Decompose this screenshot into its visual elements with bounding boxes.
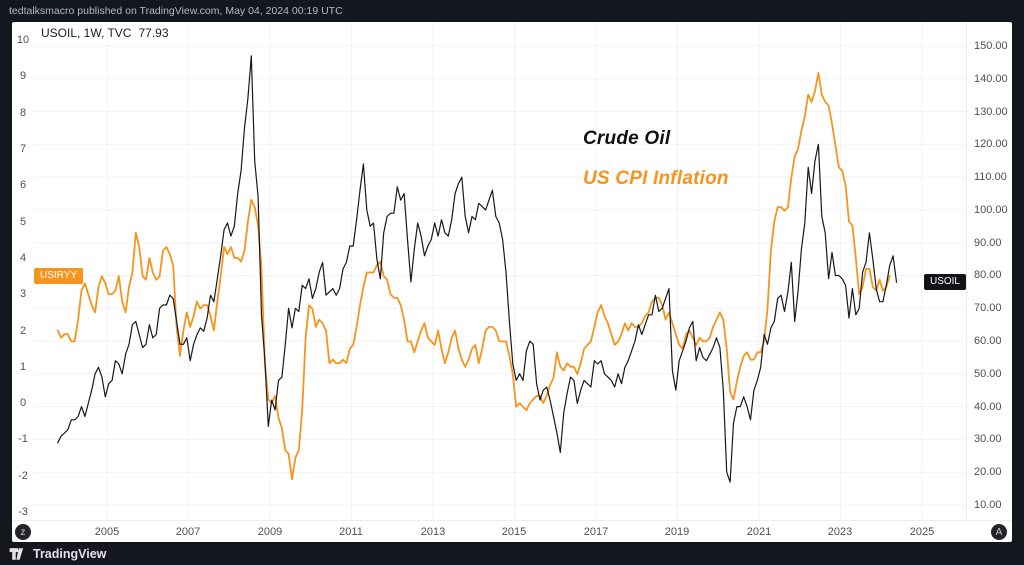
right-axis-tick-label: 20.00	[974, 466, 1002, 478]
symbol-title[interactable]: USOIL, 1W, TVC 77.93	[41, 26, 169, 40]
right-price-scale[interactable]: 10.00 20.00 30.00 40.00 50.00 60.00 70.00 80.00…	[966, 22, 1012, 520]
time-axis-tick-label: 2017	[583, 526, 609, 538]
time-scale[interactable]: z A 2005 2007 2009 2011 2013 2015 2017 2019 2021…	[12, 520, 1012, 542]
crude-oil-line	[57, 55, 898, 483]
right-axis-tick-label: 60.00	[974, 335, 1002, 347]
usiryy-price-label: USIRYY	[34, 268, 84, 284]
left-axis-tick-label: 7	[19, 143, 27, 155]
time-axis-tick-label: 2005	[94, 526, 120, 538]
right-axis-tick-label: 120.00	[974, 138, 1008, 150]
left-axis-tick-label: 1	[19, 361, 27, 373]
usoil-price-label: USOIL	[923, 274, 966, 290]
left-axis-tick-label: 4	[19, 252, 27, 264]
chart-canvas	[34, 22, 966, 520]
right-axis-tick-label: 100.00	[974, 204, 1008, 216]
right-axis-tick-label: 30.00	[974, 433, 1002, 445]
left-axis-tick-label: -1	[18, 433, 28, 445]
attribution-bar: tedtalksmacro published on TradingView.c…	[0, 0, 1024, 22]
time-axis-tick-label: 2019	[664, 526, 690, 538]
time-axis-tick-label: 2013	[420, 526, 446, 538]
left-axis-tick-label: 0	[19, 397, 27, 409]
right-axis-tick-label: 10.00	[974, 499, 1002, 511]
right-axis-tick-label: 40.00	[974, 401, 1002, 413]
plot-area[interactable]: USOIL, 1W, TVC 77.93 Crude Oil US CPI In…	[34, 22, 966, 520]
time-axis-tick-label: 2007	[175, 526, 201, 538]
left-axis-tick-label: 2	[19, 325, 27, 337]
right-axis-tick-label: 70.00	[974, 302, 1002, 314]
us-cpi-inflation-line	[56, 71, 891, 481]
time-axis-tick-label: 2021	[746, 526, 772, 538]
chart-panel: -3 -2 -1 0 1 2 3 4 5 6 7 8 9 10 USOIL, 1W, TVC 77.93 …	[12, 22, 1012, 542]
right-axis-tick-label: 90.00	[974, 237, 1002, 249]
left-axis-tick-label: -3	[18, 506, 28, 518]
footer-bar: TradingView	[0, 542, 1024, 565]
annotation-crude-oil[interactable]: Crude Oil	[583, 128, 671, 149]
left-axis-tick-label: 9	[19, 70, 27, 82]
symbol-text: USOIL, 1W, TVC	[41, 26, 132, 40]
left-axis-tick-label: 5	[19, 216, 27, 228]
right-axis-tick-label: 140.00	[974, 73, 1008, 85]
right-axis-tick-label: 50.00	[974, 368, 1002, 380]
symbol-price: 77.93	[138, 26, 169, 40]
timezone-button[interactable]: z	[15, 524, 31, 540]
attribution-text: tedtalksmacro published on TradingView.c…	[9, 5, 343, 17]
left-axis-tick-label: 10	[16, 34, 30, 46]
right-axis-tick-label: 110.00	[974, 171, 1007, 183]
annotation-us-cpi-inflation[interactable]: US CPI Inflation	[583, 168, 729, 189]
time-axis-tick-label: 2023	[827, 526, 853, 538]
tradingview-logo-icon[interactable]	[9, 547, 27, 561]
time-axis-tick-label: 2011	[339, 526, 363, 538]
time-axis-tick-label: 2009	[257, 526, 283, 538]
left-axis-tick-label: 8	[19, 107, 27, 119]
right-axis-tick-label: 130.00	[974, 106, 1008, 118]
tradingview-wordmark[interactable]: TradingView	[33, 546, 107, 561]
left-price-scale[interactable]: -3 -2 -1 0 1 2 3 4 5 6 7 8 9 10	[12, 22, 34, 520]
autoscale-button[interactable]: A	[991, 524, 1007, 540]
time-axis-tick-label: 2015	[501, 526, 527, 538]
right-axis-tick-label: 80.00	[974, 269, 1002, 281]
time-axis-tick-label: 2025	[909, 526, 935, 538]
left-axis-tick-label: 6	[19, 179, 27, 191]
left-axis-tick-label: -2	[18, 470, 28, 482]
left-axis-tick-label: 3	[19, 288, 27, 300]
right-axis-tick-label: 150.00	[974, 40, 1008, 52]
